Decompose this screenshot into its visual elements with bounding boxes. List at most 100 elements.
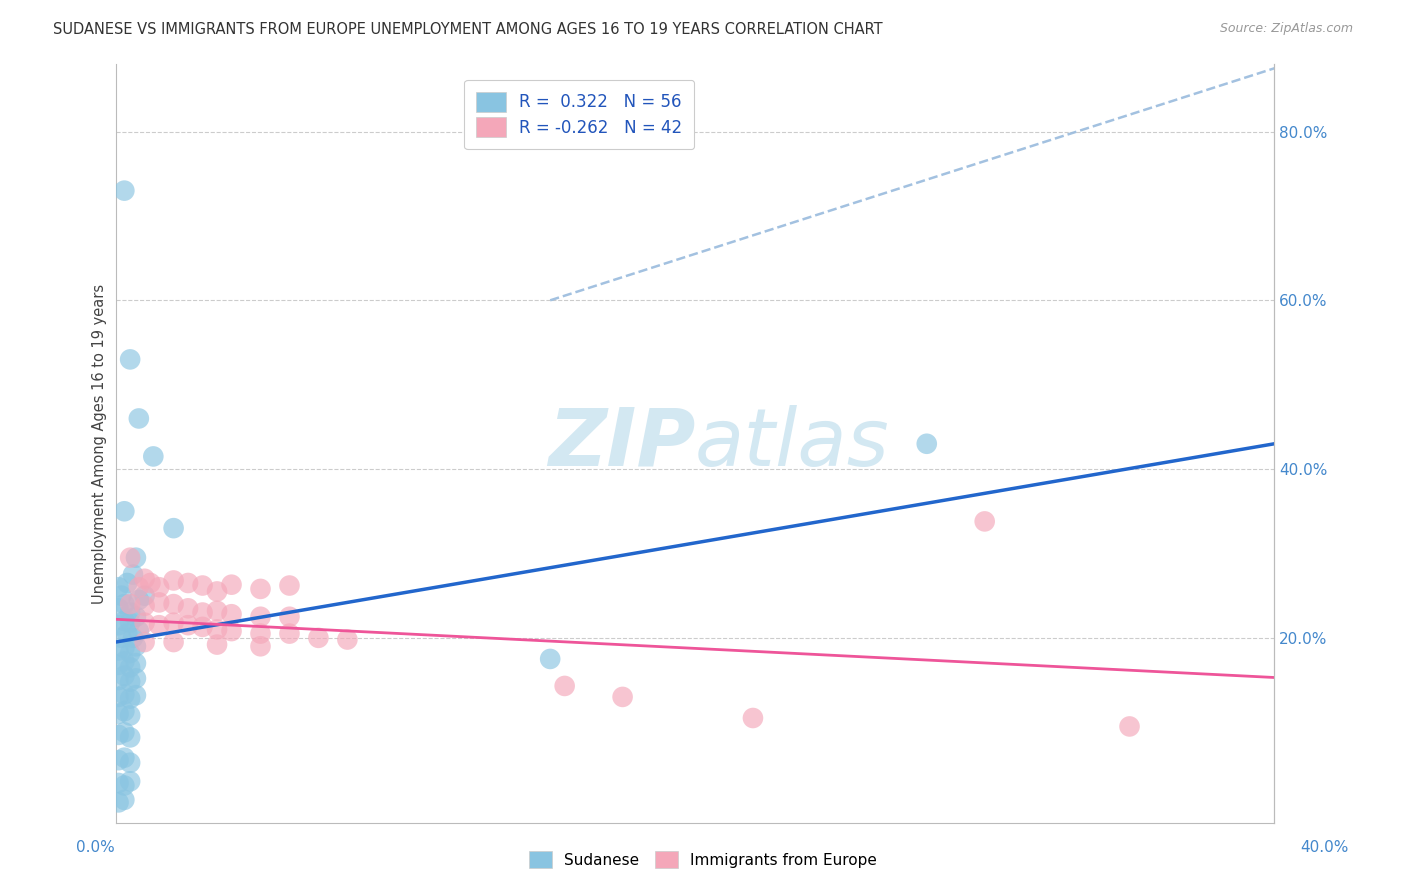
Point [134,572,156,586]
Point [112,640,135,655]
Point [120,550,142,565]
Text: 40.0%: 40.0% [1301,840,1348,855]
Point [134,599,156,613]
Point [177,576,200,591]
Point [205,604,228,618]
Point [107,706,129,721]
Point [249,609,271,624]
Point [205,638,228,652]
Point [177,618,200,632]
Point [742,711,765,725]
Point [612,690,634,704]
Text: 0.0%: 0.0% [76,840,115,855]
Point [112,655,135,669]
Point [120,774,142,789]
Point [336,632,359,647]
Point [125,609,148,624]
Point [112,704,135,718]
Point [107,673,129,687]
Point [554,679,576,693]
Y-axis label: Unemployment Among Ages 16 to 19 years: Unemployment Among Ages 16 to 19 years [93,284,107,604]
Point [107,618,129,632]
Point [278,609,301,624]
Point [112,669,135,683]
Point [120,708,142,723]
Point [120,606,142,620]
Point [221,607,243,622]
Point [117,626,139,640]
Point [112,504,135,518]
Point [221,624,243,639]
Point [125,688,148,702]
Point [120,674,142,689]
Text: Source: ZipAtlas.com: Source: ZipAtlas.com [1219,22,1353,36]
Point [107,690,129,704]
Point [134,615,156,630]
Point [125,550,148,565]
Point [191,578,214,592]
Point [128,593,150,607]
Point [125,671,148,685]
Point [117,576,139,591]
Text: atlas: atlas [695,405,890,483]
Point [110,631,132,645]
Point [107,657,129,672]
Point [112,687,135,701]
Point [107,796,129,810]
Point [1118,719,1140,733]
Point [112,750,135,764]
Point [162,597,184,611]
Point [128,411,150,425]
Point [107,728,129,742]
Point [110,589,132,603]
Point [162,574,184,588]
Point [107,776,129,790]
Point [915,436,938,450]
Point [278,626,301,640]
Point [128,580,150,594]
Legend: R =  0.322   N = 56, R = -0.262   N = 42: R = 0.322 N = 56, R = -0.262 N = 42 [464,80,695,149]
Point [112,725,135,739]
Point [122,631,145,645]
Legend: Sudanese, Immigrants from Europe: Sudanese, Immigrants from Europe [522,844,884,875]
Point [120,691,142,706]
Point [120,731,142,745]
Point [112,793,135,807]
Point [122,567,145,582]
Point [107,580,129,594]
Point [112,597,135,611]
Point [307,631,329,645]
Point [120,756,142,770]
Point [249,640,271,654]
Point [973,515,995,529]
Text: SUDANESE VS IMMIGRANTS FROM EUROPE UNEMPLOYMENT AMONG AGES 16 TO 19 YEARS CORREL: SUDANESE VS IMMIGRANTS FROM EUROPE UNEMP… [53,22,883,37]
Point [278,578,301,592]
Point [128,624,150,639]
Point [112,614,135,628]
Point [125,640,148,654]
Text: ZIP: ZIP [548,405,695,483]
Point [221,577,243,591]
Point [162,615,184,630]
Point [112,184,135,198]
Point [249,626,271,640]
Point [120,646,142,660]
Point [162,521,184,535]
Point [120,597,142,611]
Point [148,595,170,609]
Point [162,635,184,649]
Point [148,580,170,594]
Point [107,643,129,657]
Point [205,584,228,599]
Point [125,656,148,670]
Point [107,753,129,767]
Point [249,582,271,596]
Point [120,660,142,674]
Point [142,450,165,464]
Point [538,652,561,666]
Point [177,601,200,615]
Point [120,615,142,630]
Point [148,618,170,632]
Point [112,779,135,793]
Point [139,576,162,591]
